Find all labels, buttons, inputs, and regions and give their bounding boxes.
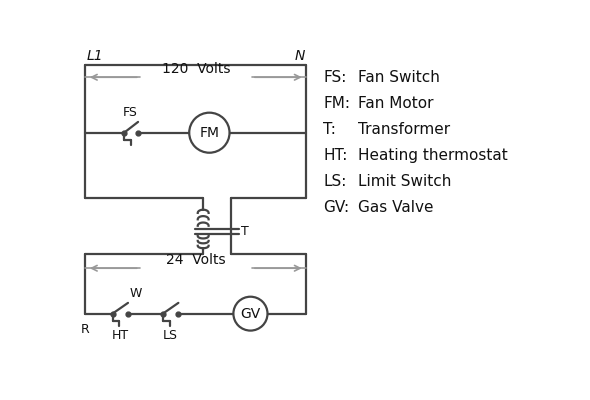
Text: 120  Volts: 120 Volts (162, 62, 230, 76)
Text: Limit Switch: Limit Switch (358, 174, 451, 189)
Text: Transformer: Transformer (358, 122, 450, 137)
Text: LS: LS (163, 329, 178, 342)
Text: N: N (295, 49, 306, 63)
Text: Gas Valve: Gas Valve (358, 200, 434, 216)
Text: W: W (130, 287, 142, 300)
Text: HT: HT (112, 329, 129, 342)
Text: FS:: FS: (323, 70, 347, 84)
Text: Heating thermostat: Heating thermostat (358, 148, 508, 163)
Text: HT:: HT: (323, 148, 348, 163)
Text: FM:: FM: (323, 96, 350, 111)
Text: FM: FM (199, 126, 219, 140)
Text: Fan Switch: Fan Switch (358, 70, 440, 84)
Text: R: R (81, 323, 90, 336)
Text: 24  Volts: 24 Volts (166, 253, 225, 267)
Text: Fan Motor: Fan Motor (358, 96, 434, 111)
Text: FS: FS (123, 106, 137, 119)
Text: T: T (241, 225, 249, 238)
Text: GV:: GV: (323, 200, 349, 216)
Text: T:: T: (323, 122, 336, 137)
Text: LS:: LS: (323, 174, 347, 189)
Text: GV: GV (240, 307, 261, 321)
Text: L1: L1 (86, 49, 103, 63)
